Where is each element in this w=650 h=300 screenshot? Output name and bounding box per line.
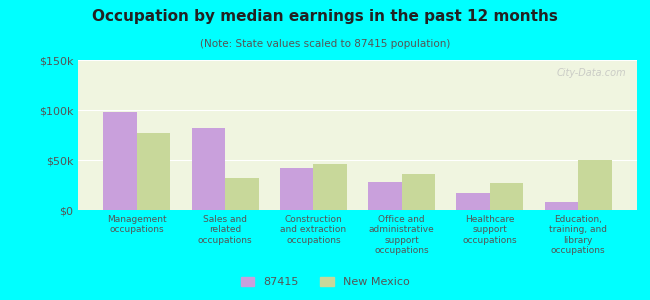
Bar	[368, 182, 402, 210]
Bar	[402, 174, 435, 210]
Bar	[578, 160, 612, 210]
Bar	[225, 178, 259, 210]
Bar	[456, 193, 490, 210]
Text: Occupation by median earnings in the past 12 months: Occupation by median earnings in the pas…	[92, 9, 558, 24]
Bar	[490, 183, 523, 210]
Legend: 87415, New Mexico: 87415, New Mexico	[236, 272, 414, 291]
Bar	[192, 128, 225, 210]
Bar	[103, 112, 137, 210]
Bar	[137, 133, 170, 210]
Text: (Note: State values scaled to 87415 population): (Note: State values scaled to 87415 popu…	[200, 39, 450, 49]
Bar	[545, 202, 578, 210]
Bar	[313, 164, 347, 210]
Text: City-Data.com: City-Data.com	[556, 68, 626, 77]
Bar	[280, 168, 313, 210]
